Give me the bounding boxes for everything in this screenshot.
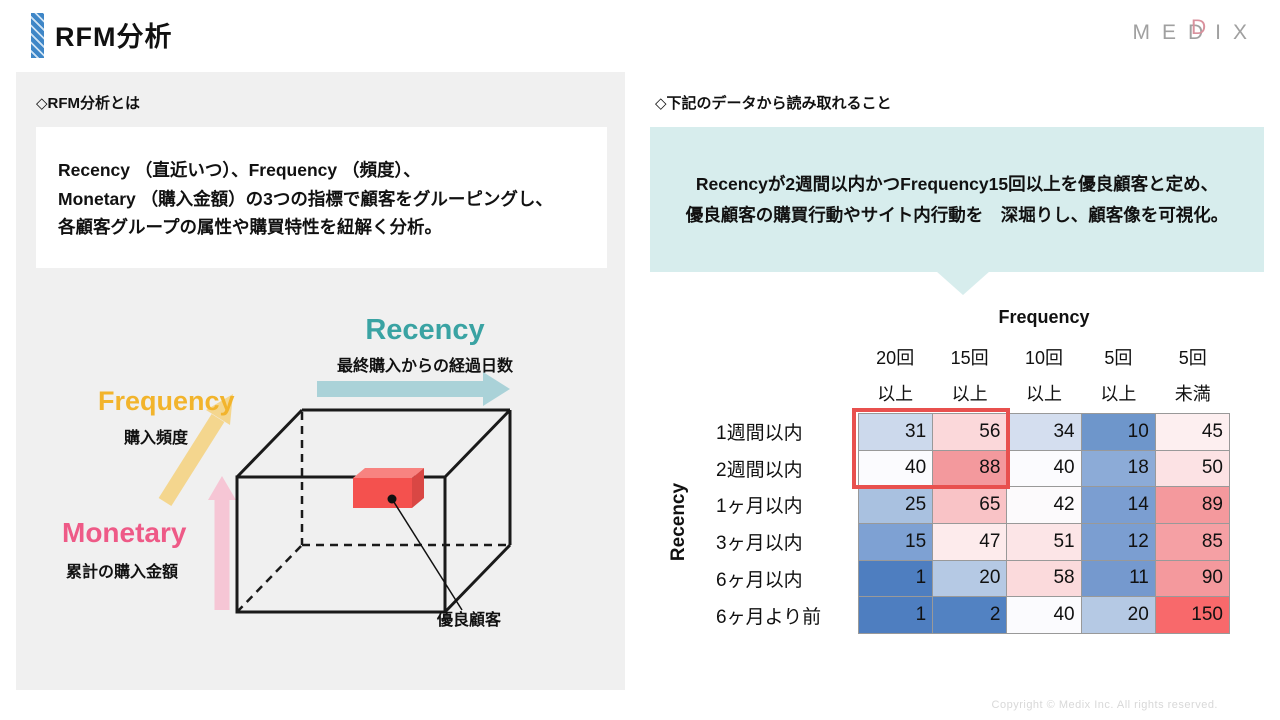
heatmap-cell: 89 [1155, 487, 1229, 523]
column-header-top: 20回 [876, 348, 915, 368]
column-header-bottom: 以上 [1100, 384, 1137, 404]
title-accent-bar [31, 13, 44, 58]
logo-letter: M [1132, 21, 1150, 44]
heatmap-cell: 12 [1081, 524, 1155, 560]
heatmap-cell: 51 [1007, 524, 1081, 560]
description-line: Monetary （購入金額）の3つの指標で顧客をグルーピングし、 [58, 188, 553, 209]
recency-axis-label: Recency [365, 314, 485, 346]
table-recency-axis-title: Recency [668, 482, 689, 562]
table-row-labels: 1週間以内 2週間以内 1ヶ月以内 3ヶ月以内 6ヶ月以内 6ヶ月より前 [716, 413, 821, 634]
column-header-top: 15回 [950, 348, 989, 368]
column-header: 20回以上 [858, 340, 932, 412]
heatmap-cell: 25 [859, 487, 933, 523]
heatmap-cell: 90 [1155, 560, 1229, 597]
callout-line: Recencyが2週間以内かつFrequency15回以上を優良顧客と定め、 [695, 173, 1219, 194]
heatmap-cell: 34 [1007, 414, 1081, 450]
left-section-heading: ◇RFM分析とは [36, 95, 141, 112]
column-header: 15回以上 [932, 340, 1006, 412]
row-label: 6ヶ月より前 [716, 606, 822, 628]
logo-accent-letter: D [1190, 16, 1207, 39]
description-box: Recency （直近いつ）、Frequency （頻度）、 Monetary （… [36, 127, 607, 268]
table-frequency-axis-title: Frequency [998, 307, 1090, 327]
right-section-heading: ◇下記のデータから読み取れること [655, 95, 892, 112]
heatmap-cell: 10 [1081, 414, 1155, 450]
copyright-text: Copyright © Medix Inc. All rights reserv… [991, 699, 1218, 711]
description-line: 各顧客グループの属性や購買特性を紐解く分析。 [58, 217, 442, 237]
page-title: RFM分析 [55, 22, 173, 52]
heatmap-cell: 40 [1007, 597, 1081, 633]
rfm-heatmap-table: 31 56 34 10 45 40 88 40 18 50 25 65 42 14 89 15 47 51 12 85… [858, 413, 1230, 634]
heatmap-cell: 1 [859, 597, 933, 633]
column-header-top: 5回 [1104, 348, 1133, 368]
monetary-axis-sublabel: 累計の購入金額 [66, 564, 179, 581]
heatmap-cell: 11 [1081, 560, 1155, 597]
column-header-top: 10回 [1024, 348, 1063, 368]
column-header-bottom: 以上 [1025, 384, 1062, 404]
good-customer-annotation: 優良顧客 [437, 612, 502, 629]
callout-pointer [936, 271, 990, 295]
column-header-bottom: 未満 [1174, 384, 1211, 404]
heatmap-cell: 85 [1155, 524, 1229, 560]
insight-callout: Recencyが2週間以内かつFrequency15回以上を優良顧客と定め、 優良… [650, 127, 1264, 272]
heatmap-cell: 42 [1007, 487, 1081, 523]
description-line: Recency （直近いつ）、Frequency （頻度）、 [58, 160, 421, 180]
heatmap-cell: 56 [933, 414, 1007, 450]
heatmap-cell: 40 [859, 450, 933, 487]
table-column-headers: 20回 以上 15回 以上 10回 以上 5回 以上 5回 未満 [858, 340, 1230, 412]
frequency-axis-label: Frequency [98, 386, 235, 416]
heatmap-cell: 47 [933, 524, 1007, 560]
heatmap-cell: 45 [1155, 414, 1229, 450]
row-label: 1ヶ月以内 [716, 496, 803, 518]
heatmap-cell: 65 [933, 487, 1007, 523]
heatmap-cell: 1 [859, 560, 933, 597]
row-label: 3ヶ月以内 [716, 533, 803, 555]
heatmap-cell: 31 [859, 414, 933, 450]
heatmap-cell: 14 [1081, 487, 1155, 523]
monetary-axis-label: Monetary [62, 517, 187, 548]
column-header: 10回以上 [1007, 340, 1081, 412]
frequency-axis-sublabel: 購入頻度 [124, 430, 189, 447]
logo-letter: I [1215, 21, 1221, 44]
row-label: 6ヶ月以内 [716, 570, 803, 592]
heatmap-cell: 58 [1007, 560, 1081, 597]
description-text: Recency （直近いつ）、Frequency （頻度）、 Monetary （… [36, 127, 607, 242]
heatmap-cell: 20 [933, 560, 1007, 597]
heatmap-cell: 50 [1155, 450, 1229, 487]
heatmap-cell: 40 [1007, 450, 1081, 487]
column-header-top: 5回 [1178, 348, 1207, 368]
heatmap-cell: 2 [933, 597, 1007, 633]
logo-letter: X [1232, 21, 1247, 44]
callout-line: 優良顧客の購買行動やサイト内行動を 深堀りし、顧客像を可視化。 [685, 204, 1229, 225]
heatmap-cell: 88 [933, 450, 1007, 487]
column-header: 5回以上 [1081, 340, 1155, 412]
row-label: 2週間以内 [716, 459, 803, 481]
column-header-bottom: 以上 [951, 384, 988, 404]
heatmap-cell: 20 [1081, 597, 1155, 633]
column-header: 5回未満 [1156, 340, 1230, 412]
recency-axis-sublabel: 最終購入からの経過日数 [336, 358, 513, 375]
heatmap-cell: 150 [1155, 597, 1229, 633]
heatmap-cell: 18 [1081, 450, 1155, 487]
heatmap-cell: 15 [859, 524, 933, 560]
column-header-bottom: 以上 [877, 384, 914, 404]
logo-letter: E [1161, 21, 1176, 44]
row-label: 1週間以内 [716, 422, 803, 444]
